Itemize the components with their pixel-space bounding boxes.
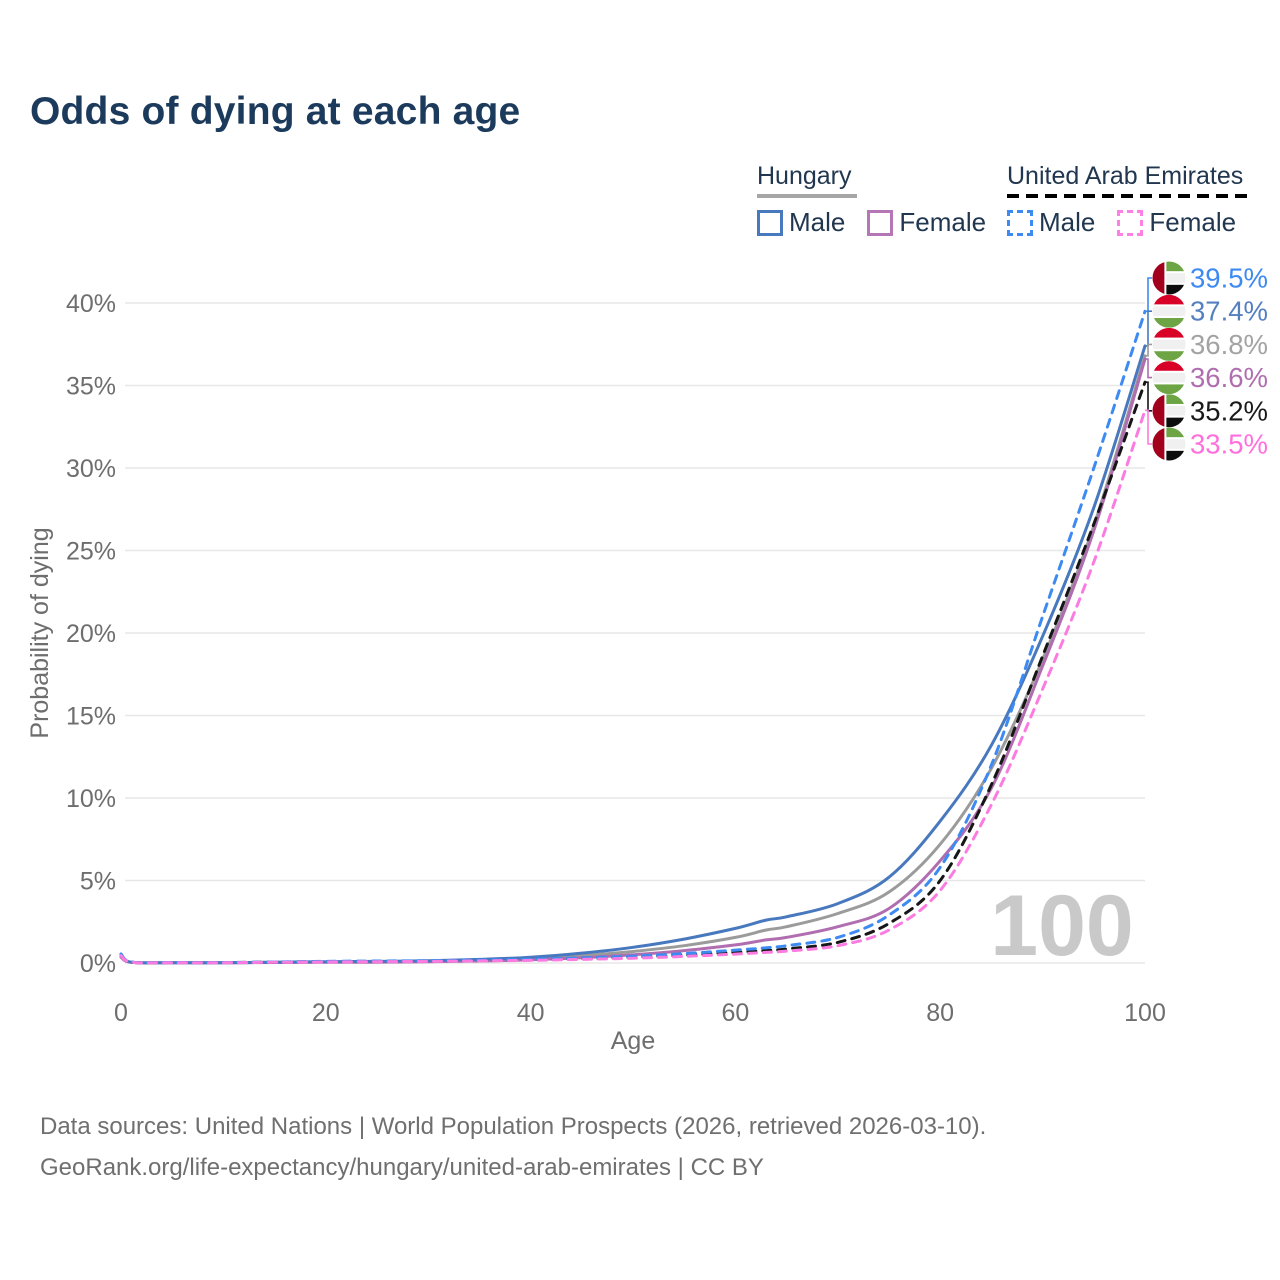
series-lines-group	[119, 309, 1147, 965]
y-tick-label-25: 25%	[66, 538, 116, 566]
y-tick-labels-group: 0% 5% 10% 15% 20% 25% 30% 35% 40%	[66, 290, 116, 978]
legend-uae: United Arab Emirates Male Female	[1007, 162, 1258, 238]
uae-flag-icon	[1152, 394, 1186, 428]
legend-hungary-male-label[interactable]: Male	[789, 207, 846, 237]
end-label-connector-uae_female	[1145, 409, 1152, 445]
legend-uae-female-label[interactable]: Female	[1149, 207, 1237, 237]
x-tick-label-80: 80	[926, 999, 954, 1027]
y-axis-title: Probability of dying	[26, 527, 54, 738]
y-tick-label-35: 35%	[66, 373, 116, 401]
series-line-hu_female[interactable]	[119, 357, 1147, 965]
end-label-value-hu_male: 37.4%	[1190, 296, 1268, 327]
legend-hungary-male-swatch[interactable]	[757, 209, 783, 236]
y-tick-label-5: 5%	[80, 868, 116, 896]
x-tick-label-60: 60	[721, 999, 749, 1027]
end-labels-group: 39.5%37.4%36.8%36.6%35.2%33.5%	[1145, 261, 1268, 461]
y-tick-label-40: 40%	[66, 290, 116, 318]
data-source-footer: Data sources: United Nations | World Pop…	[40, 1106, 986, 1188]
hungary-flag-icon	[1152, 327, 1186, 361]
legend-hungary: Hungary Male Female	[757, 162, 1008, 238]
uae-flag-icon	[1152, 427, 1186, 461]
legend-hungary-label: Hungary	[757, 162, 852, 190]
end-label-value-uae_male: 39.5%	[1190, 263, 1268, 294]
footer-url-line: GeoRank.org/life-expectancy/hungary/unit…	[40, 1154, 764, 1181]
y-tick-label-10: 10%	[66, 785, 116, 813]
gridlines-group	[125, 302, 1145, 964]
footer-sources-line: Data sources: United Nations | World Pop…	[40, 1113, 987, 1140]
end-label-connector-uae_total	[1145, 381, 1152, 412]
series-line-uae_total[interactable]	[119, 380, 1147, 965]
uae-flag-icon	[1152, 261, 1186, 295]
x-tick-label-100: 100	[1124, 999, 1166, 1027]
legend-hungary-female-swatch[interactable]	[867, 209, 894, 236]
hungary-flag-icon	[1152, 294, 1186, 328]
legend-uae-underline	[1007, 194, 1253, 198]
y-tick-label-0: 0%	[80, 950, 116, 978]
end-label-connector-uae_male	[1145, 277, 1152, 313]
end-label-connector-hu_female	[1145, 358, 1152, 379]
series-line-hu_total[interactable]	[119, 354, 1147, 965]
legend-uae-female-swatch[interactable]	[1117, 209, 1144, 236]
end-label-connector-hu_male	[1145, 310, 1152, 347]
series-line-uae_male[interactable]	[119, 309, 1147, 965]
x-tick-label-40: 40	[517, 999, 545, 1027]
end-label-value-uae_total: 35.2%	[1190, 395, 1268, 426]
x-axis-title: Age	[611, 1027, 655, 1055]
y-tick-label-15: 15%	[66, 703, 116, 731]
end-label-value-uae_female: 33.5%	[1190, 429, 1268, 460]
page-title: Odds of dying at each age	[30, 90, 521, 133]
legend-uae-male-swatch[interactable]	[1007, 209, 1033, 236]
legend-uae-label: United Arab Emirates	[1007, 162, 1244, 190]
end-label-connector-hu_total	[1145, 343, 1152, 357]
series-line-uae_female[interactable]	[119, 408, 1147, 965]
legend-hungary-female-label[interactable]: Female	[899, 207, 987, 237]
legend-uae-male-label[interactable]: Male	[1039, 207, 1096, 237]
watermark-age-100: 100	[990, 878, 1134, 974]
hungary-flag-icon	[1152, 361, 1186, 395]
y-tick-label-30: 30%	[66, 455, 116, 483]
x-tick-label-0: 0	[114, 999, 128, 1027]
end-label-value-hu_total: 36.8%	[1190, 329, 1268, 360]
x-tick-labels-group: 0 20 40 60 80 100	[114, 999, 1166, 1027]
y-tick-label-20: 20%	[66, 620, 116, 648]
end-label-value-hu_female: 36.6%	[1190, 362, 1268, 393]
x-tick-label-20: 20	[312, 999, 340, 1027]
series-line-hu_male[interactable]	[119, 344, 1147, 965]
legend-hungary-underline	[757, 194, 857, 198]
